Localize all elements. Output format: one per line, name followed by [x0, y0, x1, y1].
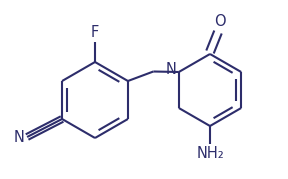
- Text: F: F: [91, 25, 99, 40]
- Text: O: O: [214, 14, 226, 29]
- Text: NH₂: NH₂: [196, 146, 224, 161]
- Text: N: N: [13, 129, 24, 144]
- Text: N: N: [166, 62, 177, 76]
